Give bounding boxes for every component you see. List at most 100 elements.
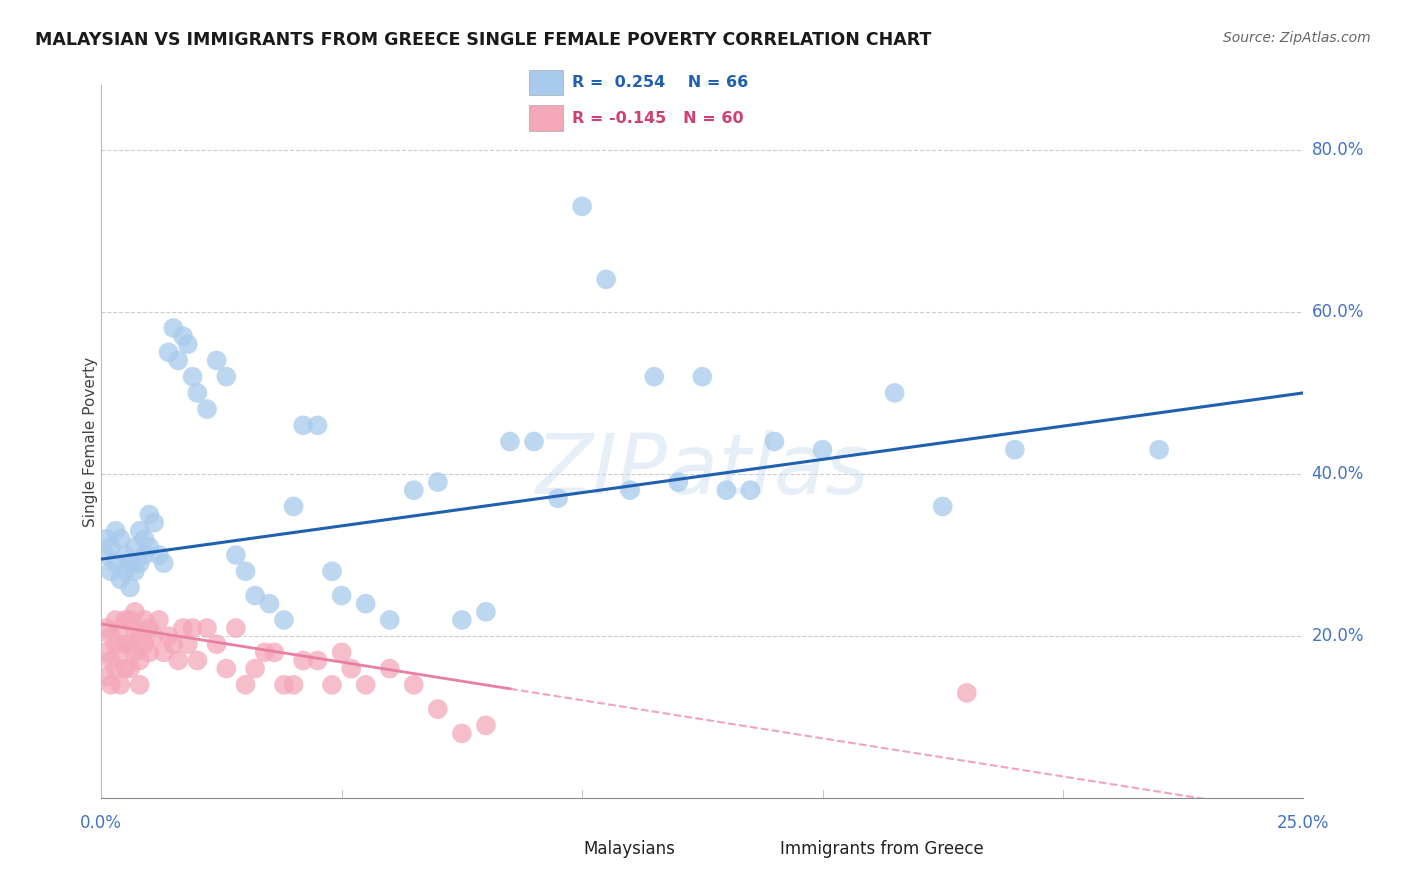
Point <box>100 653 122 667</box>
Point <box>330 645 353 659</box>
Point <box>235 678 257 692</box>
Point <box>263 645 285 659</box>
Point <box>172 329 194 343</box>
Point <box>94 670 117 684</box>
Text: Source: ZipAtlas.com: Source: ZipAtlas.com <box>1223 31 1371 45</box>
Text: Malaysians: Malaysians <box>583 840 675 858</box>
Text: ZIPatlas: ZIPatlas <box>536 430 869 510</box>
Text: R = -0.145   N = 60: R = -0.145 N = 60 <box>572 111 744 126</box>
Point <box>114 613 136 627</box>
Point <box>128 524 150 538</box>
Point <box>330 589 353 603</box>
Point <box>595 272 617 286</box>
Point <box>162 637 184 651</box>
Point <box>100 629 122 643</box>
Point <box>128 653 150 667</box>
Point <box>94 621 117 635</box>
Point <box>128 678 150 692</box>
Text: 80.0%: 80.0% <box>1312 141 1364 159</box>
Point <box>450 613 472 627</box>
Point <box>571 199 593 213</box>
Point <box>104 613 127 627</box>
Point <box>740 483 762 498</box>
Point <box>283 500 305 514</box>
Point <box>402 678 425 692</box>
Y-axis label: Single Female Poverty: Single Female Poverty <box>83 357 97 526</box>
Text: Immigrants from Greece: Immigrants from Greece <box>780 840 984 858</box>
Point <box>124 540 146 554</box>
Point <box>110 621 132 635</box>
Point <box>426 702 449 716</box>
Point <box>450 726 472 740</box>
Point <box>114 637 136 651</box>
Text: MALAYSIAN VS IMMIGRANTS FROM GREECE SINGLE FEMALE POVERTY CORRELATION CHART: MALAYSIAN VS IMMIGRANTS FROM GREECE SING… <box>35 31 932 49</box>
Point <box>215 369 238 384</box>
Point <box>152 645 174 659</box>
Point <box>167 353 190 368</box>
Point <box>811 442 834 457</box>
Text: 40.0%: 40.0% <box>1312 465 1364 483</box>
Point <box>138 508 160 522</box>
Point <box>124 564 146 578</box>
Point <box>120 613 142 627</box>
Point <box>321 678 343 692</box>
Point <box>143 516 166 530</box>
Point <box>128 629 150 643</box>
Point <box>716 483 738 498</box>
Point <box>120 556 142 570</box>
Point <box>475 605 498 619</box>
Point <box>666 475 689 489</box>
Point <box>1004 442 1026 457</box>
Point <box>138 645 160 659</box>
Point <box>956 686 979 700</box>
Point <box>94 548 117 562</box>
Point <box>195 402 218 417</box>
Point <box>321 564 343 578</box>
Point <box>148 613 170 627</box>
Point <box>94 532 117 546</box>
Point <box>162 321 184 335</box>
Point <box>402 483 425 498</box>
Point <box>124 645 146 659</box>
Point <box>104 556 127 570</box>
Point <box>94 645 117 659</box>
Text: R =  0.254    N = 66: R = 0.254 N = 66 <box>572 75 748 90</box>
Point <box>120 581 142 595</box>
Point <box>292 653 315 667</box>
Point <box>110 645 132 659</box>
Point <box>110 678 132 692</box>
Point <box>100 564 122 578</box>
Point <box>110 573 132 587</box>
Point <box>378 613 401 627</box>
Point <box>157 629 180 643</box>
Point <box>167 653 190 667</box>
Point <box>243 589 266 603</box>
Point <box>104 637 127 651</box>
Point <box>172 621 194 635</box>
FancyBboxPatch shape <box>529 70 562 95</box>
Point <box>104 524 127 538</box>
Point <box>354 678 377 692</box>
Point <box>307 418 329 433</box>
Point <box>181 621 204 635</box>
Point <box>124 621 146 635</box>
Point <box>619 483 641 498</box>
Point <box>307 653 329 667</box>
Point <box>205 353 228 368</box>
Point <box>225 548 247 562</box>
Point <box>195 621 218 635</box>
FancyBboxPatch shape <box>529 105 562 131</box>
Point <box>643 369 665 384</box>
Point <box>243 662 266 676</box>
Point <box>138 621 160 635</box>
Point <box>354 597 377 611</box>
Point <box>114 548 136 562</box>
Point <box>134 532 156 546</box>
Point <box>152 556 174 570</box>
Point <box>253 645 276 659</box>
Point <box>100 678 122 692</box>
Point <box>157 345 180 359</box>
Point <box>143 629 166 643</box>
Point <box>547 491 569 506</box>
Point <box>259 597 281 611</box>
